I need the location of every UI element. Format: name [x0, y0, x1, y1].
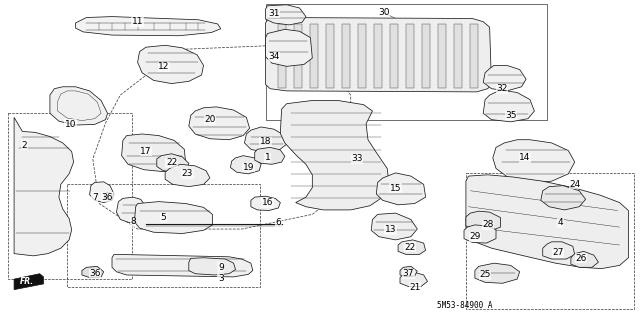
Text: 13: 13 — [385, 225, 396, 234]
Bar — [266, 4, 547, 120]
Polygon shape — [251, 196, 280, 211]
Text: 11: 11 — [132, 17, 143, 26]
Polygon shape — [400, 272, 428, 286]
Polygon shape — [454, 24, 462, 88]
Polygon shape — [374, 24, 382, 88]
Text: 21: 21 — [409, 283, 420, 292]
Polygon shape — [157, 154, 189, 172]
Polygon shape — [571, 251, 598, 267]
Text: 31: 31 — [268, 9, 280, 18]
Polygon shape — [255, 147, 285, 164]
Polygon shape — [230, 156, 261, 174]
Polygon shape — [76, 17, 221, 36]
Bar — [466, 173, 634, 309]
Text: 32: 32 — [496, 84, 508, 93]
Text: 15: 15 — [390, 184, 401, 193]
Text: 27: 27 — [552, 248, 564, 257]
Polygon shape — [104, 193, 112, 199]
Text: 33: 33 — [351, 154, 363, 163]
Text: FR.: FR. — [20, 277, 34, 286]
Polygon shape — [244, 127, 287, 152]
Text: 8: 8 — [131, 217, 136, 226]
Polygon shape — [493, 140, 575, 182]
Polygon shape — [278, 24, 286, 88]
Text: 18: 18 — [260, 137, 271, 146]
Polygon shape — [50, 87, 108, 125]
Polygon shape — [122, 134, 186, 172]
Text: 25: 25 — [479, 271, 491, 279]
Polygon shape — [422, 24, 430, 88]
Text: 2: 2 — [22, 141, 27, 150]
Polygon shape — [266, 18, 492, 92]
Polygon shape — [90, 182, 114, 203]
Polygon shape — [189, 107, 250, 140]
Polygon shape — [112, 255, 253, 277]
Text: 22: 22 — [166, 158, 177, 167]
Text: 3: 3 — [218, 274, 223, 283]
Polygon shape — [14, 117, 74, 256]
Text: 19: 19 — [243, 163, 254, 172]
Bar — [8, 113, 132, 279]
Text: 4: 4 — [558, 218, 563, 227]
Polygon shape — [483, 65, 526, 91]
Polygon shape — [483, 90, 534, 122]
Text: 20: 20 — [204, 115, 216, 124]
Polygon shape — [266, 5, 306, 25]
Text: 29: 29 — [469, 232, 481, 241]
Polygon shape — [116, 197, 146, 223]
Text: 36: 36 — [102, 193, 113, 202]
Text: 28: 28 — [482, 220, 493, 229]
Polygon shape — [14, 274, 44, 290]
Text: 5: 5 — [161, 213, 166, 222]
Polygon shape — [134, 202, 212, 234]
Polygon shape — [475, 263, 520, 283]
Text: 34: 34 — [268, 52, 280, 61]
Polygon shape — [371, 213, 417, 240]
Polygon shape — [310, 24, 318, 88]
Text: 5M53-84900 A: 5M53-84900 A — [437, 301, 492, 310]
Polygon shape — [398, 240, 426, 255]
Text: 1: 1 — [265, 153, 270, 162]
Text: 16: 16 — [262, 198, 273, 207]
Text: 30: 30 — [378, 8, 390, 17]
Polygon shape — [406, 24, 414, 88]
Text: 6: 6 — [276, 218, 281, 227]
Polygon shape — [466, 175, 628, 269]
Polygon shape — [470, 24, 478, 88]
Polygon shape — [400, 266, 417, 277]
Text: 24: 24 — [569, 180, 580, 189]
Polygon shape — [82, 266, 104, 278]
Text: 14: 14 — [519, 153, 531, 162]
Text: 12: 12 — [158, 63, 170, 71]
Polygon shape — [165, 164, 210, 187]
Polygon shape — [543, 242, 575, 259]
Bar — [67, 184, 260, 287]
Text: 36: 36 — [89, 269, 100, 278]
Polygon shape — [358, 24, 366, 88]
Text: 22: 22 — [404, 243, 415, 252]
Polygon shape — [326, 24, 334, 88]
Polygon shape — [294, 24, 302, 88]
Text: 9: 9 — [218, 263, 223, 272]
Polygon shape — [189, 258, 236, 275]
Polygon shape — [464, 225, 496, 243]
Polygon shape — [438, 24, 446, 88]
Polygon shape — [342, 24, 350, 88]
Text: 7: 7 — [92, 193, 97, 202]
Text: 17: 17 — [140, 147, 152, 156]
Text: 23: 23 — [182, 169, 193, 178]
Polygon shape — [541, 186, 586, 210]
Polygon shape — [280, 100, 389, 210]
Polygon shape — [390, 24, 398, 88]
Polygon shape — [266, 29, 312, 66]
Polygon shape — [138, 45, 204, 84]
Polygon shape — [466, 211, 500, 231]
Text: 35: 35 — [505, 111, 516, 120]
Polygon shape — [376, 173, 426, 205]
Text: 10: 10 — [65, 120, 76, 129]
Text: 37: 37 — [403, 269, 414, 278]
Text: 26: 26 — [575, 254, 587, 263]
